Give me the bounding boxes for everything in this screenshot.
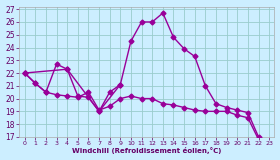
X-axis label: Windchill (Refroidissement éolien,°C): Windchill (Refroidissement éolien,°C) [72,148,221,154]
